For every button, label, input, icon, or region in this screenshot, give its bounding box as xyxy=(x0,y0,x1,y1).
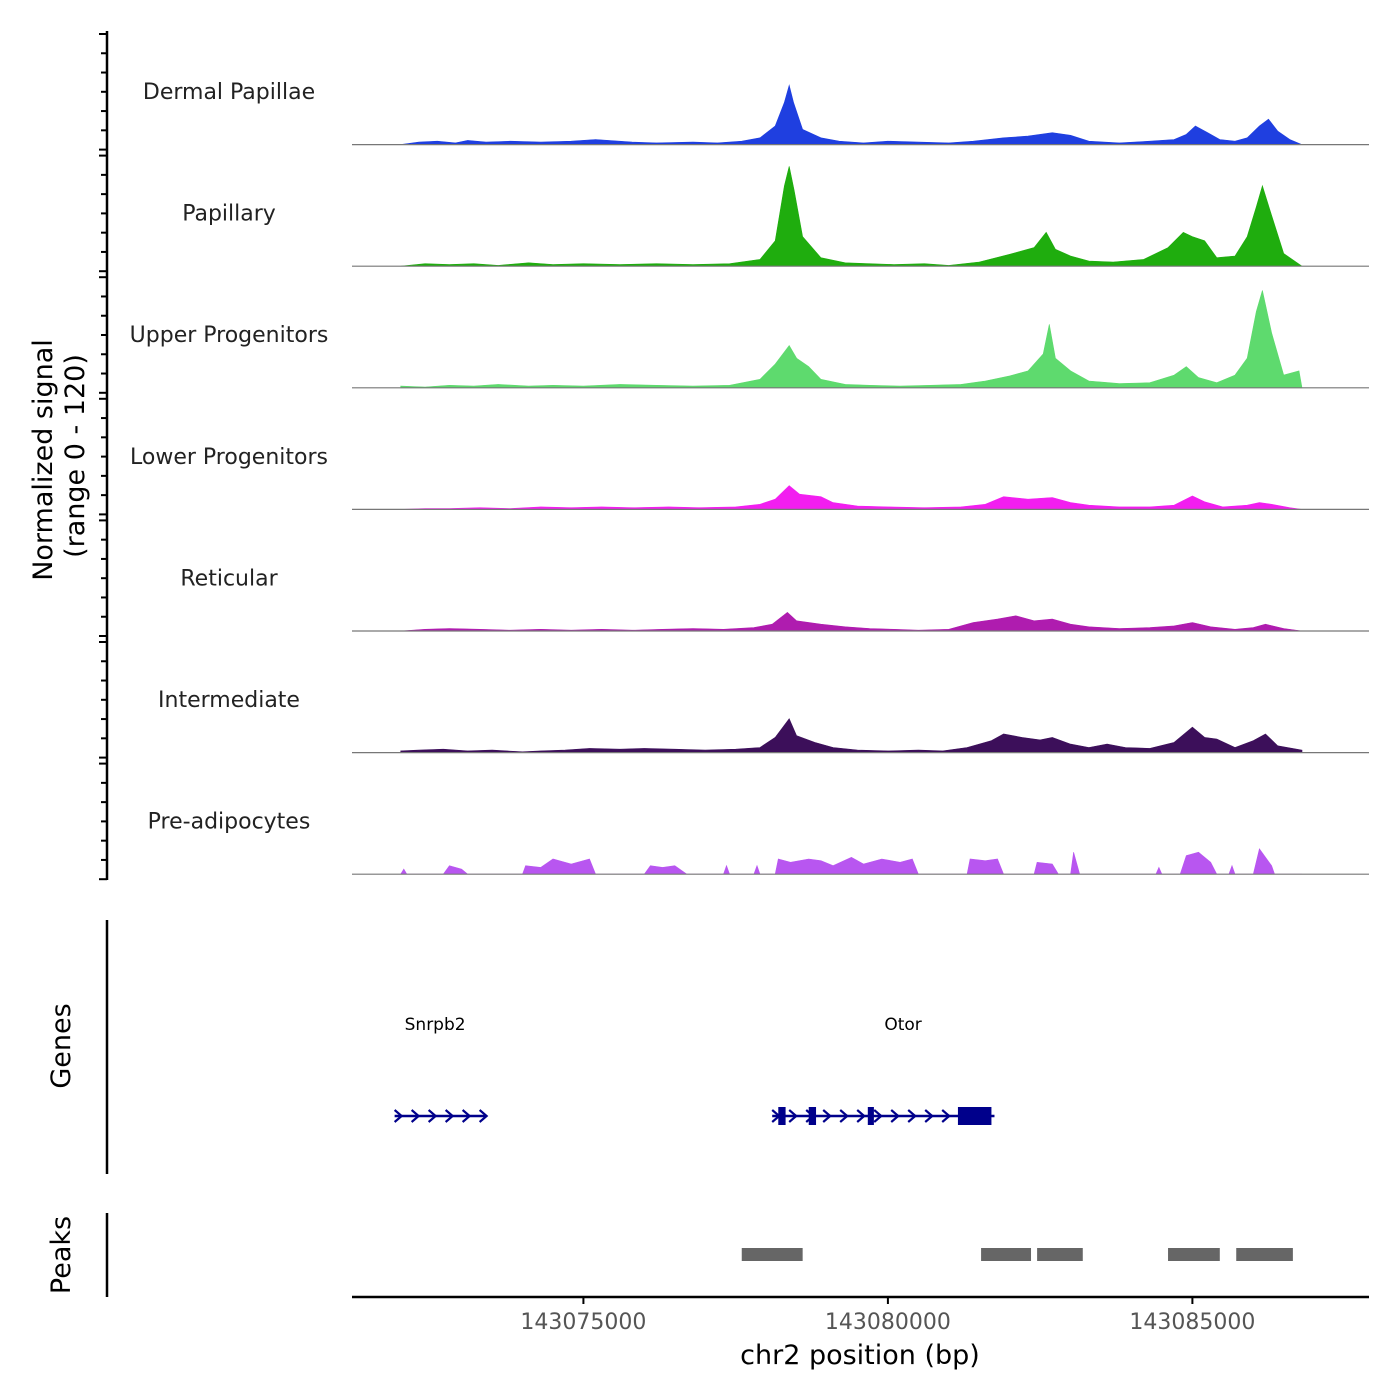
signal-area-papillary xyxy=(400,166,1303,267)
track-papillary: Papillary xyxy=(182,166,1369,267)
strand-chevron xyxy=(924,1109,934,1123)
exon-otor xyxy=(957,1107,992,1125)
signal-area-lower-progenitors xyxy=(400,485,1303,510)
strand-chevron xyxy=(856,1109,866,1123)
peak-region xyxy=(741,1248,803,1261)
track-lower-progenitors: Lower Progenitors xyxy=(130,445,1369,510)
y-axis-title: Normalized signal xyxy=(28,339,59,581)
strand-chevron xyxy=(461,1109,472,1123)
track-label-lower-progenitors: Lower Progenitors xyxy=(130,445,328,470)
x-tick-label: 143080000 xyxy=(825,1310,951,1335)
track-intermediate: Intermediate xyxy=(158,688,1369,754)
coverage-y-ticks xyxy=(99,33,107,881)
peak-region xyxy=(981,1248,1032,1261)
peak-region xyxy=(1168,1248,1220,1261)
gene-otor: Otor xyxy=(771,1015,995,1125)
gene-annotations: Snrpb2 Otor xyxy=(393,1015,995,1125)
strand-chevron xyxy=(478,1109,489,1123)
track-upper-progenitors: Upper Progenitors xyxy=(130,290,1369,389)
track-label-intermediate: Intermediate xyxy=(158,688,300,713)
genes-track-label: Genes xyxy=(46,1003,77,1088)
gene-label-otor: Otor xyxy=(884,1015,921,1035)
exon-otor xyxy=(808,1107,817,1125)
signal-area-intermediate xyxy=(400,718,1303,753)
peak-regions xyxy=(741,1248,1293,1261)
strand-chevron xyxy=(444,1109,455,1123)
x-axis-title: chr2 position (bp) xyxy=(740,1340,980,1371)
peaks-track-label: Peaks xyxy=(46,1216,77,1294)
coverage-tracks: Dermal Papillae Papillary Upper Progenitor… xyxy=(130,80,1369,875)
exon-otor xyxy=(867,1107,874,1125)
signal-area-dermal-papillae xyxy=(400,84,1303,145)
strand-chevron xyxy=(788,1109,798,1123)
track-reticular: Reticular xyxy=(180,566,1369,632)
signal-area-upper-progenitors xyxy=(400,290,1303,389)
exon-otor xyxy=(778,1107,786,1125)
signal-area-pre-adipocytes xyxy=(400,848,1302,875)
gene-label-snrpb2: Snrpb2 xyxy=(405,1015,466,1035)
signal-area-reticular xyxy=(400,612,1303,632)
strand-chevron xyxy=(839,1109,849,1123)
strand-chevron xyxy=(410,1109,421,1123)
strand-chevron xyxy=(822,1109,832,1123)
strand-chevron xyxy=(907,1109,917,1123)
track-label-pre-adipocytes: Pre-adipocytes xyxy=(148,810,311,835)
x-axis-ticks: 143075000 143080000 143085000 xyxy=(520,1297,1255,1335)
strand-chevron xyxy=(393,1109,404,1123)
y-axis-range-subtitle: (range 0 - 120) xyxy=(60,354,91,558)
track-label-upper-progenitors: Upper Progenitors xyxy=(130,323,329,348)
gene-snrpb2: Snrpb2 xyxy=(393,1015,489,1123)
track-label-papillary: Papillary xyxy=(182,202,276,227)
peak-region xyxy=(1236,1248,1293,1261)
strand-chevron xyxy=(890,1109,900,1123)
strand-chevron xyxy=(873,1109,883,1123)
track-label-reticular: Reticular xyxy=(180,566,278,591)
strand-chevron xyxy=(427,1109,438,1123)
strand-chevron xyxy=(941,1109,951,1123)
track-dermal-papillae: Dermal Papillae xyxy=(143,80,1369,146)
track-pre-adipocytes: Pre-adipocytes xyxy=(148,810,1369,875)
peak-region xyxy=(1037,1248,1083,1261)
track-label-dermal-papillae: Dermal Papillae xyxy=(143,80,315,105)
x-tick-label: 143075000 xyxy=(520,1310,646,1335)
x-tick-label: 143085000 xyxy=(1129,1310,1255,1335)
